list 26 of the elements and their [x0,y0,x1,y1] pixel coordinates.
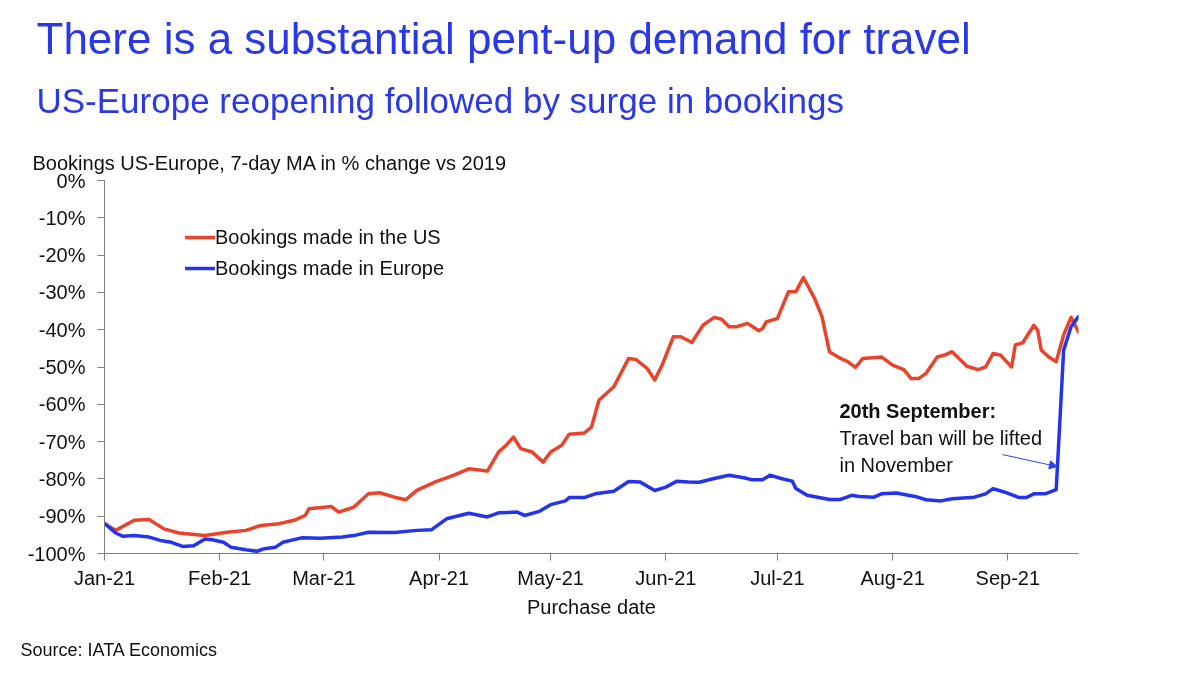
y-tick-label: -70% [38,430,86,453]
x-tick-label: Jun-21 [635,566,697,589]
x-tick-label: Mar-21 [292,566,356,589]
legend-label: Bookings made in Europe [215,256,445,280]
x-tick-label: Feb-21 [188,566,252,589]
x-tick-label: May-21 [517,566,584,589]
y-tick-label: -30% [38,281,86,304]
x-tick-label: Apr-21 [409,566,470,589]
y-tick-label: -80% [38,467,86,490]
legend-label: Bookings made in the US [215,225,441,249]
x-tick-label: Jul-21 [750,566,805,589]
x-axis-title: Purchase date [527,595,656,618]
annotation: 20th September: Travel ban will be lifted in November [839,399,1043,476]
chart-title: There is a substantial pent-up demand for travel [36,13,971,63]
y-tick-label: -40% [38,318,86,341]
source-note: Source: IATA Economics [20,639,217,660]
y-tick-label: -20% [38,244,86,267]
chart-subtitle: US-Europe reopening followed by surge in bookings [36,80,844,120]
y-tick-label: -10% [38,206,86,229]
y-tick-label: -90% [38,505,86,528]
y-tick-label: -100% [27,542,86,565]
x-tick-label: Jan-21 [73,566,136,589]
y-tick-label: -50% [38,356,86,378]
y-tick-label: -60% [38,393,86,416]
x-tick-label: Aug-21 [860,566,925,589]
x-tick-label: Sep-21 [975,566,1041,589]
